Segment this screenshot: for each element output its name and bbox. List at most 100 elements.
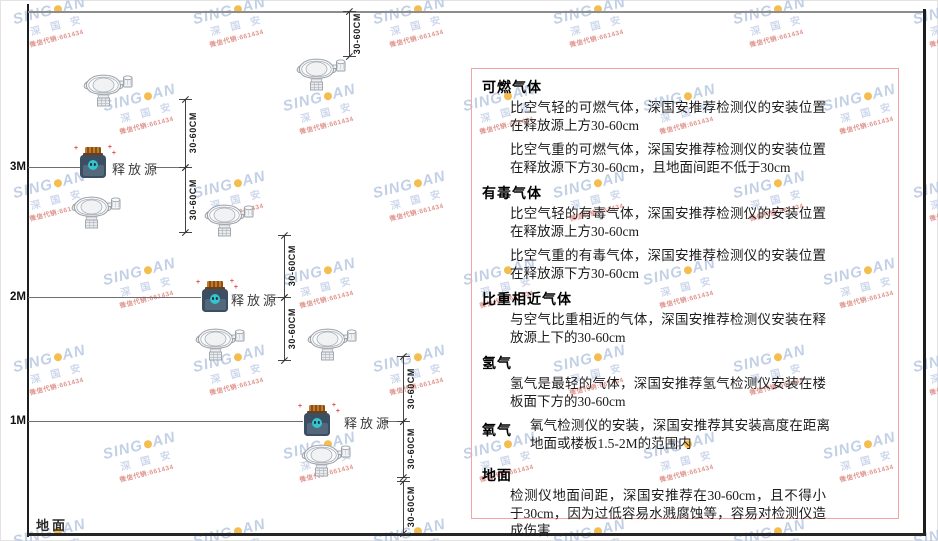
panel-section: 有毒气体 比空气轻的有毒气体，深国安推荐检测仪的安装位置在释放源上方30-60cm… (482, 183, 888, 282)
release-source-icon: + + + (196, 278, 238, 313)
gas-detector-icon (82, 70, 134, 113)
sparkle-icon: + (74, 145, 79, 152)
panel-section-title: 比重相近气体 (482, 293, 572, 308)
release-source-icon: + + + (74, 144, 116, 179)
source-cap (85, 147, 101, 154)
watermark-promo-text: 微信代销:661434 (119, 115, 175, 136)
watermark-dot-icon (322, 265, 333, 276)
left-wall-line (27, 4, 30, 537)
watermark-cn-text: 深 国 安 (929, 531, 938, 541)
watermark-cn-text: 深 国 安 (749, 14, 806, 39)
dimension-label: 30-60CM (406, 428, 416, 470)
gas-detector-icon (306, 324, 358, 367)
watermark-cn-text: 深 国 安 (929, 362, 938, 387)
watermark-cn-text: 深 国 安 (389, 362, 446, 387)
release-source-label: 释放源 (231, 293, 280, 308)
panel-section: 可燃气体 比空气轻的可燃气体，深国安推荐检测仪的安装位置在释放源上方30-60cm… (482, 77, 888, 176)
source-cap-brim (83, 153, 103, 156)
watermark-promo-text: 微信代销:661434 (389, 28, 445, 49)
panel-paragraph: 比空气重的有毒气体，深国安推荐检测仪的安装位置在释放源下方30-60cm (510, 248, 826, 281)
watermark-cn-text: 深 国 安 (929, 188, 938, 213)
height-level-line (28, 167, 81, 169)
dimension-label: 30-60CM (352, 12, 362, 55)
panel-section-title: 氧气 (482, 424, 512, 439)
watermark-promo-text: 微信代销:661434 (209, 28, 265, 49)
gas-detector-icon (194, 324, 246, 367)
watermark-promo-text: 微信代销:661434 (389, 376, 445, 397)
height-level-label: 3M (10, 161, 26, 173)
sparkle-icon: + (233, 284, 238, 291)
panel-paragraph: 检测仪地面间距，深国安推荐在30-60cm，且不得小于30cm，因为过低容易水溅… (510, 488, 826, 538)
dimension-label: 30-60CM (188, 178, 198, 221)
panel-section: 地面检测仪地面间距，深国安推荐在30-60cm，且不得小于30cm，因为过低容易… (482, 465, 888, 540)
watermark-promo-text: 微信代销:661434 (119, 463, 175, 484)
watermark-promo-text: 微信代销:661434 (389, 202, 445, 223)
panel-section-title: 可燃气体 (482, 81, 542, 96)
sparkle-icon: + (229, 278, 234, 285)
ceiling-line (28, 11, 925, 13)
gas-detector-icon (295, 54, 347, 97)
panel-paragraph: 与空气比重相近的气体，深国安推荐检测仪安装在释放源上下的30-60cm (510, 312, 826, 345)
source-emblem-icon (210, 294, 220, 304)
source-cap (309, 405, 325, 412)
dimension-line (403, 421, 405, 477)
source-emblem-icon (312, 418, 322, 428)
dimension-line (403, 356, 405, 421)
label-connector-line (154, 167, 185, 168)
watermark-cn-text: 深 国 安 (209, 14, 266, 39)
height-level-line (28, 421, 303, 423)
panel-section: 氢气 氢气是最轻的气体，深国安推荐氢气检测仪安装在楼板面下方的30-60cm (482, 353, 888, 410)
source-emblem-icon (88, 160, 98, 170)
watermark-dot-icon (142, 439, 153, 450)
source-body-panel (204, 299, 226, 310)
sparkle-icon: + (298, 403, 303, 410)
sparkle-icon: + (335, 408, 340, 415)
watermark-promo-text: 微信代销:661434 (299, 115, 355, 136)
sparkle-icon: + (111, 150, 116, 157)
panel-section-title: 地面 (482, 469, 512, 484)
watermark-dot-icon (52, 178, 63, 189)
release-source-icon: + + + (298, 402, 340, 437)
watermark-promo-text: 微信代销:661434 (29, 376, 85, 397)
ground-line (28, 533, 925, 536)
watermark-dot-icon (142, 265, 153, 276)
watermark-dot-icon (412, 178, 423, 189)
watermark-cn-text: 深 国 安 (569, 14, 626, 39)
watermark-promo-text: 微信代销:661434 (929, 28, 938, 49)
height-level-label: 1M (10, 415, 26, 427)
dimension-label: 30-60CM (188, 112, 198, 154)
dimension-label: 30-60CM (287, 245, 297, 287)
source-cap-brim (307, 411, 327, 414)
source-cap-brim (205, 287, 225, 290)
watermark-cn-text: 深 国 安 (119, 449, 176, 474)
dimension-label-box: 30-60CM (287, 235, 297, 297)
release-source-label: 释放源 (344, 416, 393, 431)
gas-detector-icon (70, 192, 122, 235)
label-connector-line (384, 421, 403, 422)
sparkle-icon: + (107, 144, 112, 151)
watermark-promo-text: 微信代销:661434 (569, 28, 625, 49)
gas-detector-icon (203, 200, 255, 243)
watermark-cn-text: 深 国 安 (119, 275, 176, 300)
release-source-label: 释放源 (112, 162, 161, 177)
panel-paragraph: 比空气轻的有毒气体，深国安推荐检测仪的安装位置在释放源上方30-60cm (510, 206, 826, 239)
panel-paragraph: 比空气重的可燃气体，深国安推荐检测仪的安装位置在释放源下方30-60cm，且地面… (510, 142, 826, 175)
